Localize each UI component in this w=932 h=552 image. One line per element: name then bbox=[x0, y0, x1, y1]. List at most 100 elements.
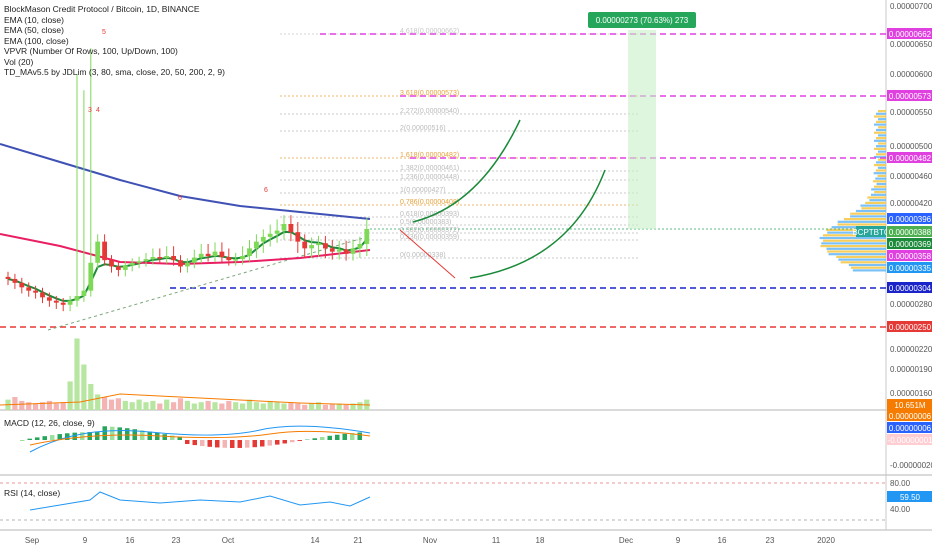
volume-bar bbox=[309, 404, 314, 411]
candle-body bbox=[157, 257, 162, 259]
price-tag: 0.00000388 bbox=[889, 228, 932, 237]
macd-histogram-bar bbox=[268, 440, 273, 446]
candle-body bbox=[240, 256, 245, 259]
volume-bar bbox=[226, 401, 231, 410]
candle-body bbox=[330, 248, 335, 251]
marker-count: 3 bbox=[88, 107, 92, 114]
macd-histogram-bar bbox=[125, 428, 130, 440]
vpvr-row bbox=[876, 113, 886, 115]
macd-histogram-bar bbox=[28, 439, 33, 440]
indicator-ema50[interactable]: EMA (50, close) bbox=[4, 25, 225, 36]
fib-label: 1.382(0.00000461) bbox=[400, 165, 459, 172]
volume-bar bbox=[185, 401, 190, 410]
vpvr-row bbox=[871, 194, 886, 196]
macd-label[interactable]: MACD (12, 26, close, 9) bbox=[4, 418, 95, 428]
fib-label: 2.272(0.00000540) bbox=[400, 108, 459, 115]
volume-bar bbox=[81, 365, 86, 411]
marker-count: 4 bbox=[96, 107, 100, 114]
macd-histogram-bar bbox=[103, 426, 108, 440]
volume-bar bbox=[323, 405, 328, 410]
vpvr-row bbox=[876, 161, 886, 163]
macd-histogram-bar bbox=[298, 440, 303, 441]
candle-body bbox=[316, 243, 321, 245]
fib-label: 1.236(0.00000448) bbox=[400, 174, 459, 181]
vpvr-row bbox=[877, 183, 886, 185]
time-label: 16 bbox=[718, 536, 727, 545]
candle-body bbox=[95, 242, 100, 263]
candle-body bbox=[295, 232, 300, 241]
macd-histogram-bar bbox=[185, 440, 190, 444]
candle-body bbox=[199, 254, 204, 258]
volume-bar bbox=[116, 398, 121, 410]
fib-label: 0.786(0.00000408) bbox=[400, 199, 459, 206]
candle-body bbox=[33, 291, 38, 293]
macd-histogram-bar bbox=[290, 440, 295, 442]
vpvr-row bbox=[873, 180, 886, 182]
candle-body bbox=[151, 257, 156, 259]
macd-tag: 0.00000006 bbox=[889, 424, 932, 433]
candle-body bbox=[102, 242, 107, 261]
price-tick: 0.00000460 bbox=[890, 172, 932, 181]
vpvr-row bbox=[821, 242, 886, 244]
candle-body bbox=[13, 279, 18, 283]
macd-histogram-bar bbox=[238, 440, 243, 448]
indicator-vpvr[interactable]: VPVR (Number Of Rows, 100, Up/Down, 100) bbox=[4, 46, 225, 57]
macd-histogram-bar bbox=[163, 434, 168, 440]
vpvr-row bbox=[874, 148, 886, 150]
candle-body bbox=[47, 297, 52, 300]
candle-body bbox=[130, 263, 135, 266]
volume-bar bbox=[281, 404, 286, 411]
volume-bar bbox=[130, 402, 135, 410]
time-label: 21 bbox=[354, 536, 363, 545]
candle-body bbox=[275, 231, 280, 234]
volume-bar bbox=[261, 404, 266, 411]
volume-bar bbox=[150, 401, 155, 410]
macd-histogram-bar bbox=[208, 440, 213, 447]
price-tag: 0.00000335 bbox=[889, 264, 932, 273]
rsi-label[interactable]: RSI (14, close) bbox=[4, 488, 60, 498]
candle-body bbox=[6, 277, 11, 279]
candle-body bbox=[261, 237, 266, 242]
time-label: 23 bbox=[172, 536, 181, 545]
candle-body bbox=[323, 243, 328, 248]
vpvr-row bbox=[850, 213, 886, 215]
price-tag: 0.00000662 bbox=[889, 30, 932, 39]
volume-bar bbox=[33, 404, 38, 411]
measure-label: 0.00000273 (70.63%) 273 bbox=[596, 16, 689, 25]
vpvr-row bbox=[841, 261, 886, 263]
time-label: Dec bbox=[619, 536, 633, 545]
vpvr-row bbox=[867, 196, 886, 198]
price-tag: 0.00000358 bbox=[889, 252, 932, 261]
candle-body bbox=[171, 256, 176, 260]
legend: BlockMason Credit Protocol / Bitcoin, 1D… bbox=[4, 4, 225, 78]
candle-body bbox=[302, 242, 307, 249]
fib-label: 0.382(0.00000372) bbox=[400, 227, 459, 234]
candle-body bbox=[192, 258, 197, 263]
indicator-volume[interactable]: Vol (20) bbox=[4, 57, 225, 68]
candle-body bbox=[358, 244, 363, 248]
time-label: 14 bbox=[311, 536, 320, 545]
vpvr-row bbox=[836, 256, 886, 258]
volume-bar bbox=[157, 404, 162, 411]
vpvr-row bbox=[869, 199, 886, 201]
vpvr-row bbox=[827, 248, 886, 250]
vpvr-row bbox=[827, 250, 886, 252]
measure-area bbox=[628, 30, 656, 229]
candle-body bbox=[309, 245, 314, 248]
indicator-ema100[interactable]: EMA (100, close) bbox=[4, 36, 225, 47]
candle-body bbox=[351, 248, 356, 253]
vpvr-row bbox=[871, 188, 886, 190]
time-label: 9 bbox=[83, 536, 88, 545]
vpvr-row bbox=[821, 245, 886, 247]
indicator-td-ma[interactable]: TD_MAv5.5 by JDLim (3, 80, sma, close, 2… bbox=[4, 67, 225, 78]
candle-body bbox=[68, 301, 73, 305]
candle-body bbox=[109, 260, 114, 266]
macd-tag: -0.00000001 bbox=[888, 436, 932, 445]
candle-body bbox=[185, 263, 190, 267]
candle-body bbox=[254, 242, 259, 249]
indicator-ema10[interactable]: EMA (10, close) bbox=[4, 15, 225, 26]
volume-bar bbox=[330, 404, 335, 411]
